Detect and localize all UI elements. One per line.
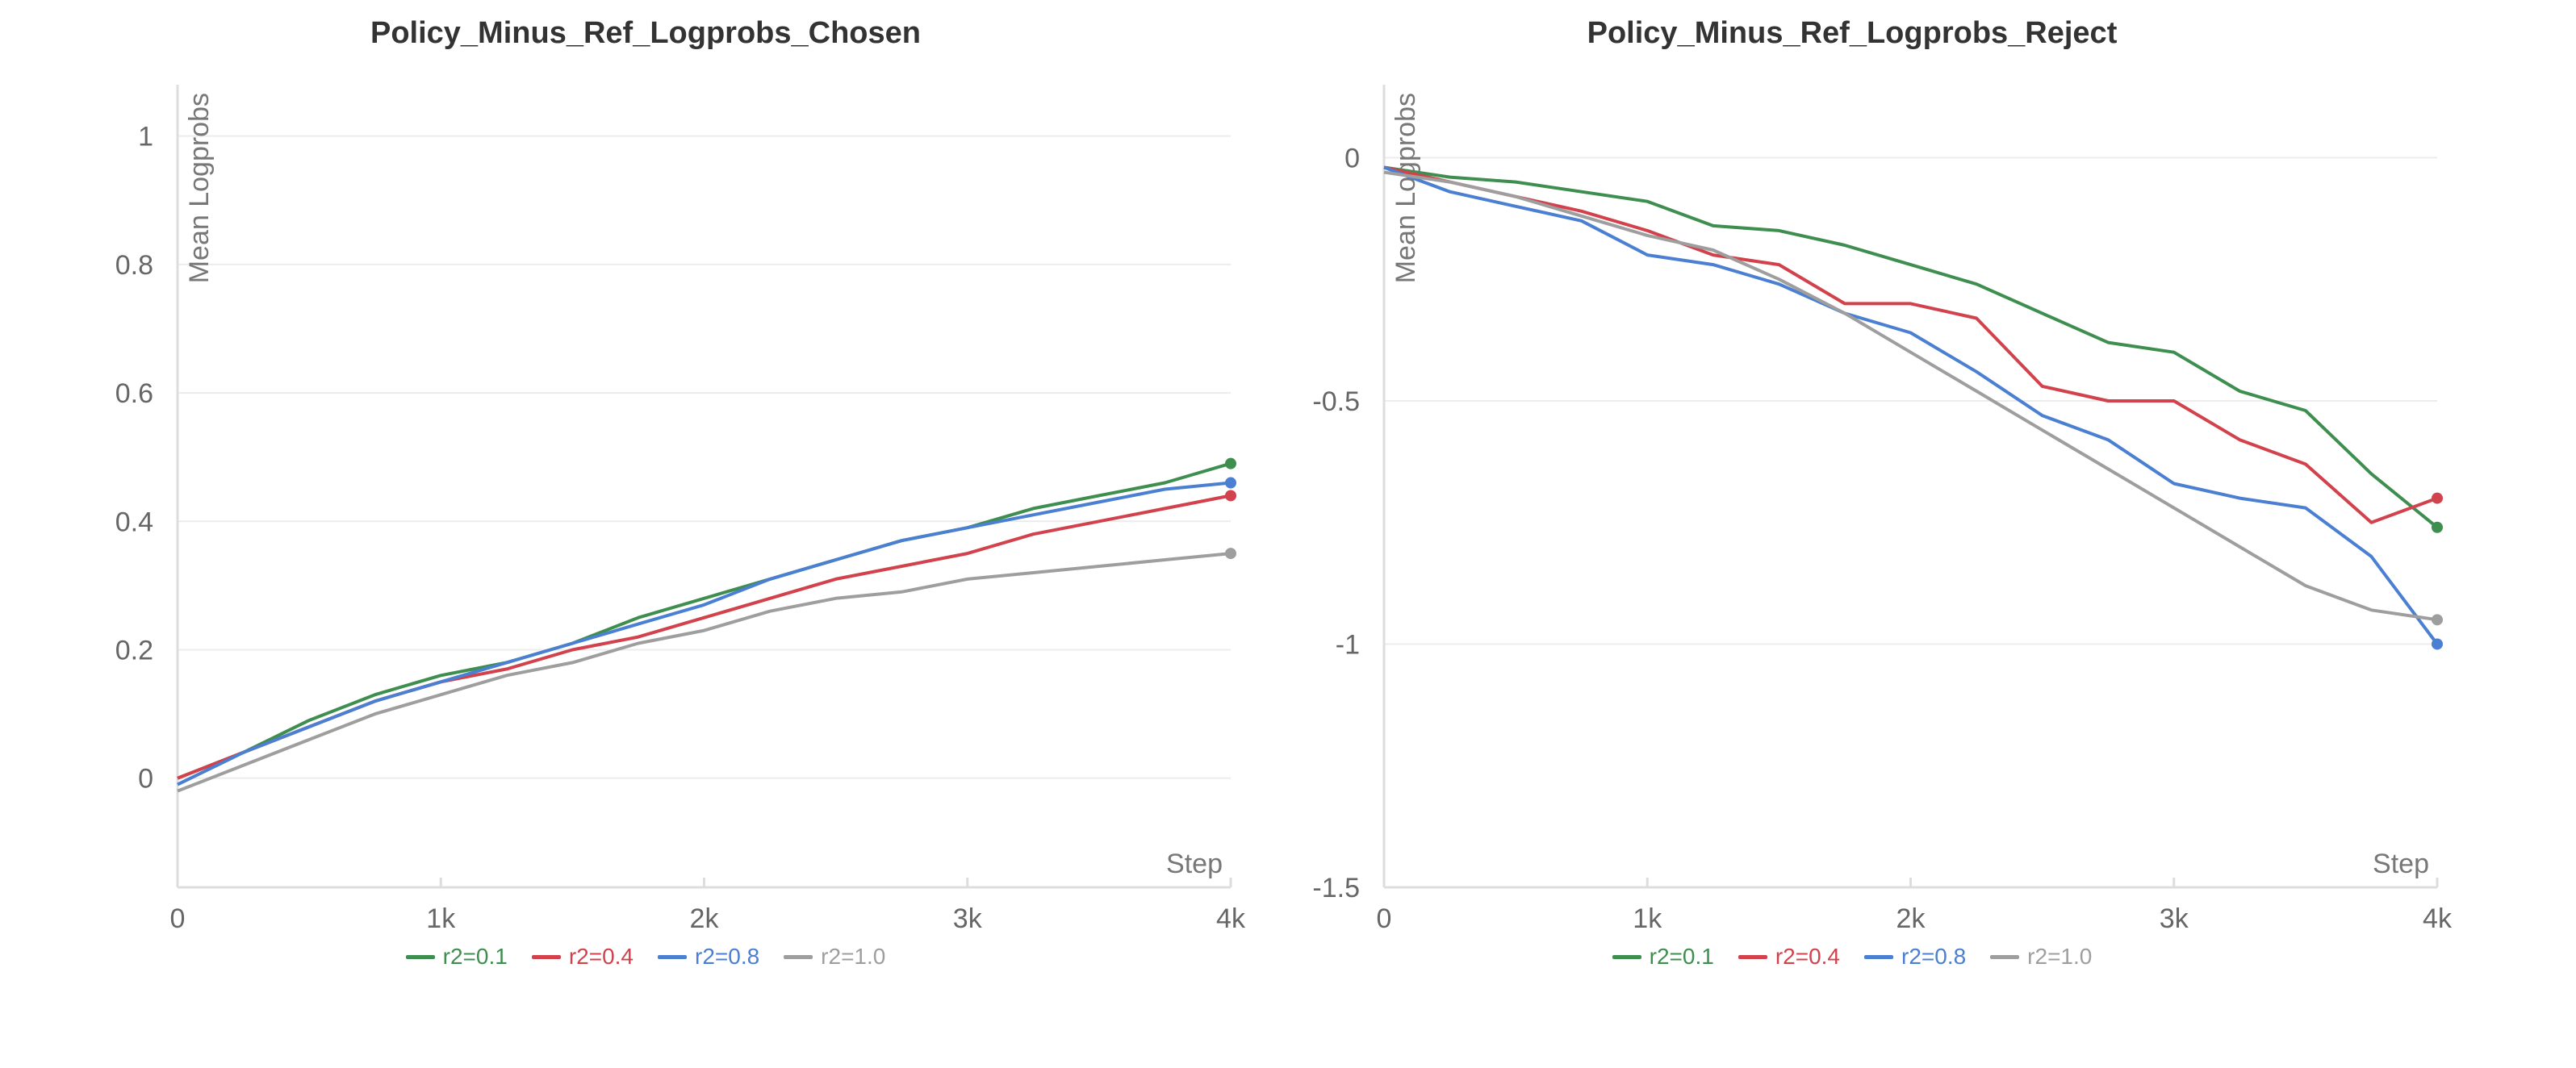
x-tick-label: 4k (2423, 903, 2453, 934)
legend-swatch (1738, 954, 1767, 959)
series-line (1383, 165, 2439, 645)
legend-label: r2=0.1 (1649, 944, 1714, 969)
legend-label: r2=0.1 (442, 944, 508, 969)
legend-swatch (784, 954, 813, 959)
legend-swatch (1612, 954, 1641, 959)
y-axis-title: Mean Logprobs (1390, 93, 1421, 283)
chart-panel-reject: Policy_Minus_Ref_Logprobs_Reject -1.5 -1-… (1239, 0, 2465, 1068)
chart-title: Policy_Minus_Ref_Logprobs_Reject (1587, 16, 2118, 50)
series-end-point (2432, 521, 2443, 533)
series-end-point (1225, 548, 1236, 560)
legend-swatch (1864, 954, 1893, 959)
chart-panel-chosen: Policy_Minus_Ref_Logprobs_Chosen 0 0.2 0.4… (32, 0, 1259, 1068)
y-axis-title: Mean Logprobs (184, 93, 215, 283)
legend-item: r2=0.1 (405, 944, 508, 970)
series-line (1383, 165, 2438, 524)
x-tick-label: 0 (1377, 903, 1392, 934)
series-end-point (2432, 638, 2443, 650)
legend-swatch (405, 954, 435, 959)
series-line (177, 494, 1232, 780)
x-tick-label: 1k (1633, 903, 1662, 934)
x-tick-label: 3k (953, 903, 983, 934)
series-end-point (2432, 614, 2443, 626)
x-axis-title: Step (2373, 849, 2429, 879)
y-tick-label: -1 (1336, 629, 1360, 660)
chart-plot-reject: -1.5 -1 -0.5 0 0 1k 2k 3k 4k Mean Logprobs Step (1312, 85, 2453, 934)
series-line (1383, 165, 2439, 529)
legend-item: r2=1.0 (1990, 944, 2092, 970)
x-tick-label: 1k (426, 903, 456, 934)
y-tick-label: 0 (138, 764, 153, 795)
series-end-point (1225, 490, 1236, 502)
x-tick-label: 4k (1216, 903, 1246, 934)
x-tick-label: 2k (690, 903, 720, 934)
y-tick-label: 1 (138, 122, 153, 152)
legend-swatch (658, 954, 687, 959)
x-tick-label: 0 (170, 903, 186, 934)
legend-label: r2=1.0 (821, 944, 886, 969)
legend-swatch (531, 954, 561, 959)
y-tick-label: -0.5 (1312, 386, 1360, 417)
x-tick-label: 3k (2160, 903, 2189, 934)
y-tick-label: 0.8 (115, 250, 153, 281)
legend-item: r2=1.0 (784, 944, 885, 970)
legend-item: r2=0.4 (531, 944, 634, 970)
chart-legend: r2=0.1 r2=0.4 r2=0.8 r2=1.0 (1239, 944, 2465, 970)
legend-label: r2=0.4 (568, 944, 634, 969)
series-line (177, 552, 1232, 793)
series-end-point (1225, 477, 1236, 489)
legend-item: r2=0.8 (1864, 944, 1966, 970)
chart-plot-chosen: 0 0.2 0.4 0.6 0.8 1 0 1k 2k 3k 4k Mean Logprobs Step (115, 85, 1246, 934)
y-tick-label: 0.4 (115, 507, 153, 537)
series-end-point (1225, 457, 1236, 469)
series-end-point (2432, 492, 2443, 504)
legend-label: r2=1.0 (2027, 944, 2093, 969)
legend-label: r2=0.8 (1901, 944, 1967, 969)
series-line (177, 481, 1232, 786)
legend-label: r2=0.4 (1775, 944, 1840, 969)
y-tick-label: -1.5 (1312, 873, 1360, 903)
chart-legend: r2=0.1 r2=0.4 r2=0.8 r2=1.0 (32, 944, 1259, 970)
series-line (1383, 170, 2438, 622)
x-axis-title: Step (1166, 849, 1223, 879)
chart-title: Policy_Minus_Ref_Logprobs_Chosen (370, 16, 921, 50)
legend-swatch (1990, 954, 2020, 959)
x-tick-label: 2k (1896, 903, 1926, 934)
legend-item: r2=0.1 (1612, 944, 1714, 970)
legend-item: r2=0.8 (658, 944, 759, 970)
y-tick-label: 0.6 (115, 378, 153, 409)
legend-item: r2=0.4 (1738, 944, 1840, 970)
y-tick-label: 0 (1344, 143, 1360, 173)
series-line (177, 461, 1232, 780)
legend-label: r2=0.8 (695, 944, 760, 969)
y-tick-label: 0.2 (115, 635, 153, 665)
